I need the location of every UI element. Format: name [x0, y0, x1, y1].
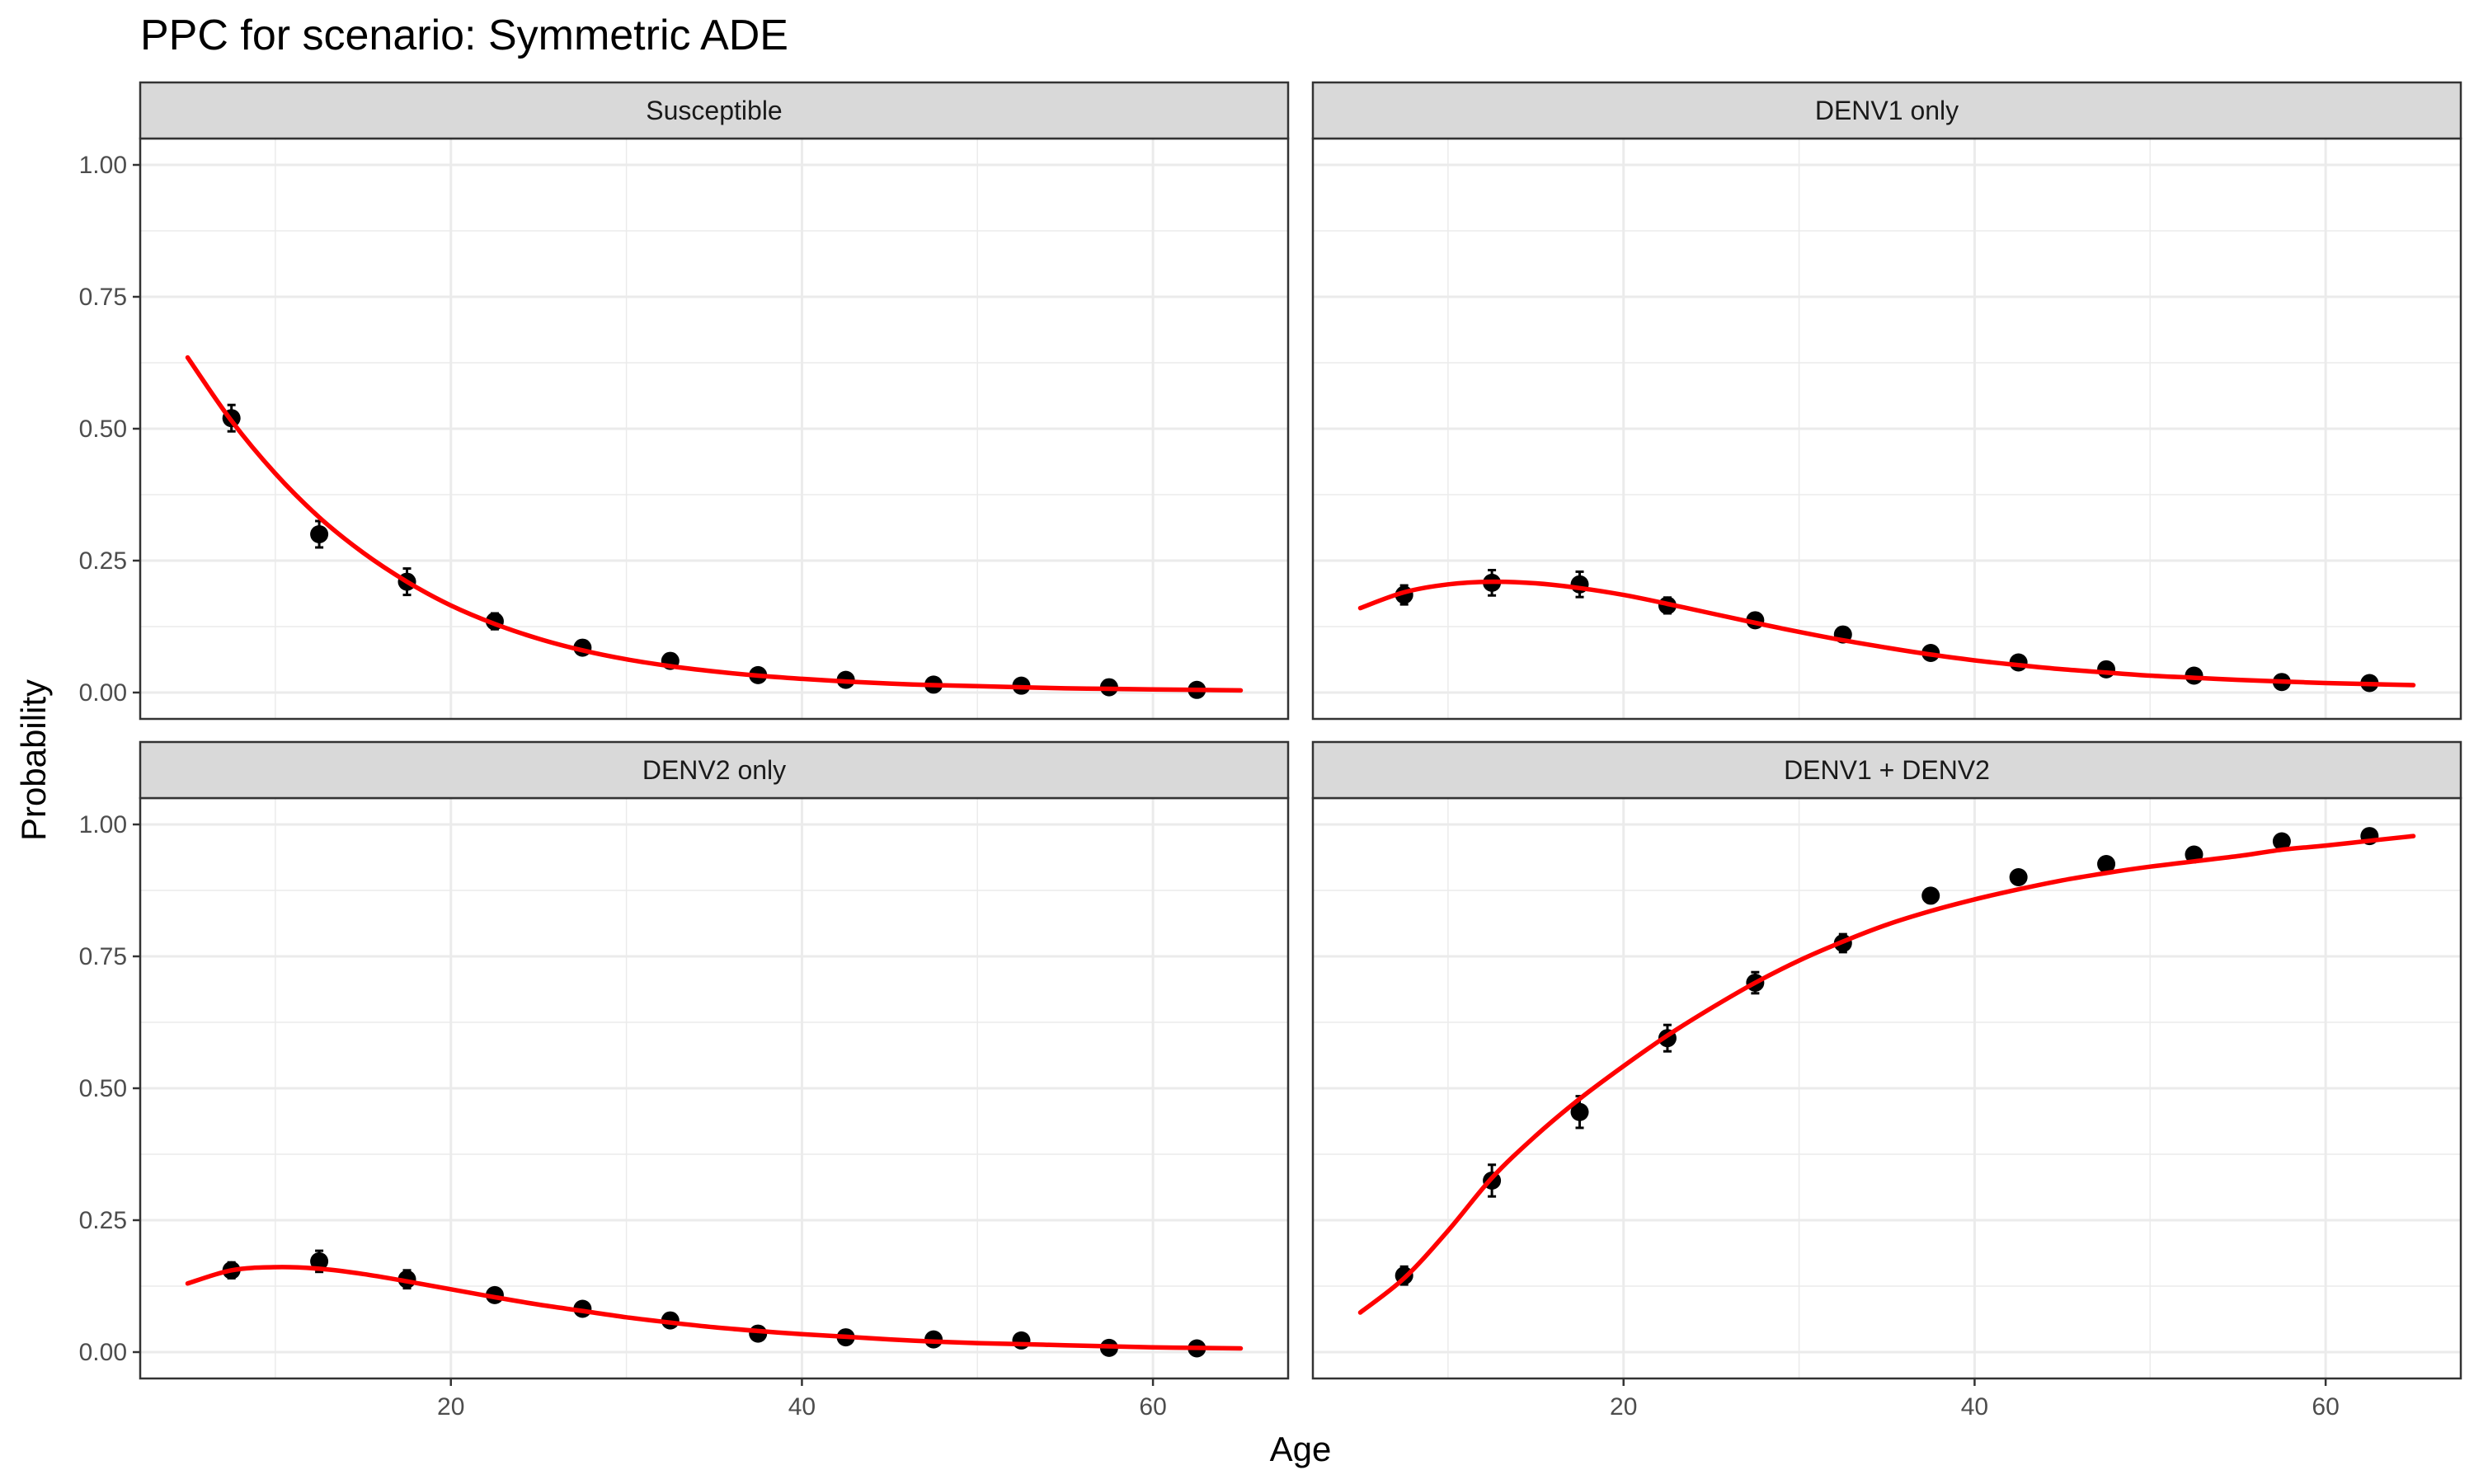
- y-tick-label: 0.50: [79, 1075, 127, 1102]
- x-tick-label: 40: [1961, 1393, 1988, 1421]
- data-point: [2097, 855, 2116, 873]
- panel-4: DENV1 + DENV2 20 40 60: [1311, 740, 2462, 1421]
- facet-strip-label: DENV1 only: [1815, 96, 1959, 125]
- data-point: [2272, 832, 2291, 851]
- y-tick-label: 1.00: [79, 152, 127, 179]
- data-point: [310, 1252, 329, 1270]
- y-tick-label: 1.00: [79, 811, 127, 838]
- data-point: [2009, 868, 2028, 886]
- data-point: [310, 525, 329, 543]
- y-tick-label: 0.25: [79, 547, 127, 575]
- facet-strip: [1311, 740, 2462, 800]
- x-tick-label: 60: [2312, 1393, 2339, 1421]
- x-tick-label: 60: [1139, 1393, 1166, 1421]
- facet-strip: [1311, 81, 2462, 140]
- data-point: [1012, 1331, 1031, 1350]
- panel-3: DENV2 only 0.00 0.25 0.50 0.75 1.00 20 40 60: [79, 740, 1290, 1421]
- y-tick-label: 0.00: [79, 1339, 127, 1366]
- facet-strip: [139, 740, 1290, 800]
- fitted-curve: [185, 1265, 1244, 1351]
- y-tick-label: 0.75: [79, 284, 127, 311]
- y-tick-label: 0.00: [79, 679, 127, 707]
- facet-strip: [139, 81, 1290, 140]
- x-axis-title: Age: [1270, 1430, 1332, 1468]
- fitted-curve: [1357, 579, 2416, 688]
- chart-title: PPC for scenario: Symmetric ADE: [140, 12, 788, 59]
- x-tick-label: 40: [788, 1393, 816, 1421]
- panel-2: DENV1 only: [1311, 81, 2462, 721]
- x-tick-label: 20: [437, 1393, 464, 1421]
- data-point: [1570, 1102, 1589, 1121]
- panel-1: Susceptible 0.00 0.25 0.50 0.75 1.00: [79, 81, 1290, 721]
- x-tick-label: 20: [1610, 1393, 1637, 1421]
- data-point: [2097, 660, 2116, 679]
- y-tick-label: 0.50: [79, 416, 127, 443]
- facet-strip-label: DENV1 + DENV2: [1784, 755, 1990, 785]
- facet-panels: Susceptible 0.00 0.25 0.50 0.75 1.00 DENV1 onl…: [79, 81, 2462, 1421]
- facet-strip-label: Susceptible: [646, 96, 782, 125]
- y-tick-label: 0.25: [79, 1207, 127, 1234]
- fitted-curve: [1357, 834, 2416, 1315]
- facet-strip-label: DENV2 only: [642, 755, 786, 785]
- y-axis-title: Probability: [14, 679, 53, 841]
- fitted-curve: [185, 355, 1244, 693]
- data-point: [1921, 886, 1940, 905]
- y-tick-label: 0.75: [79, 943, 127, 970]
